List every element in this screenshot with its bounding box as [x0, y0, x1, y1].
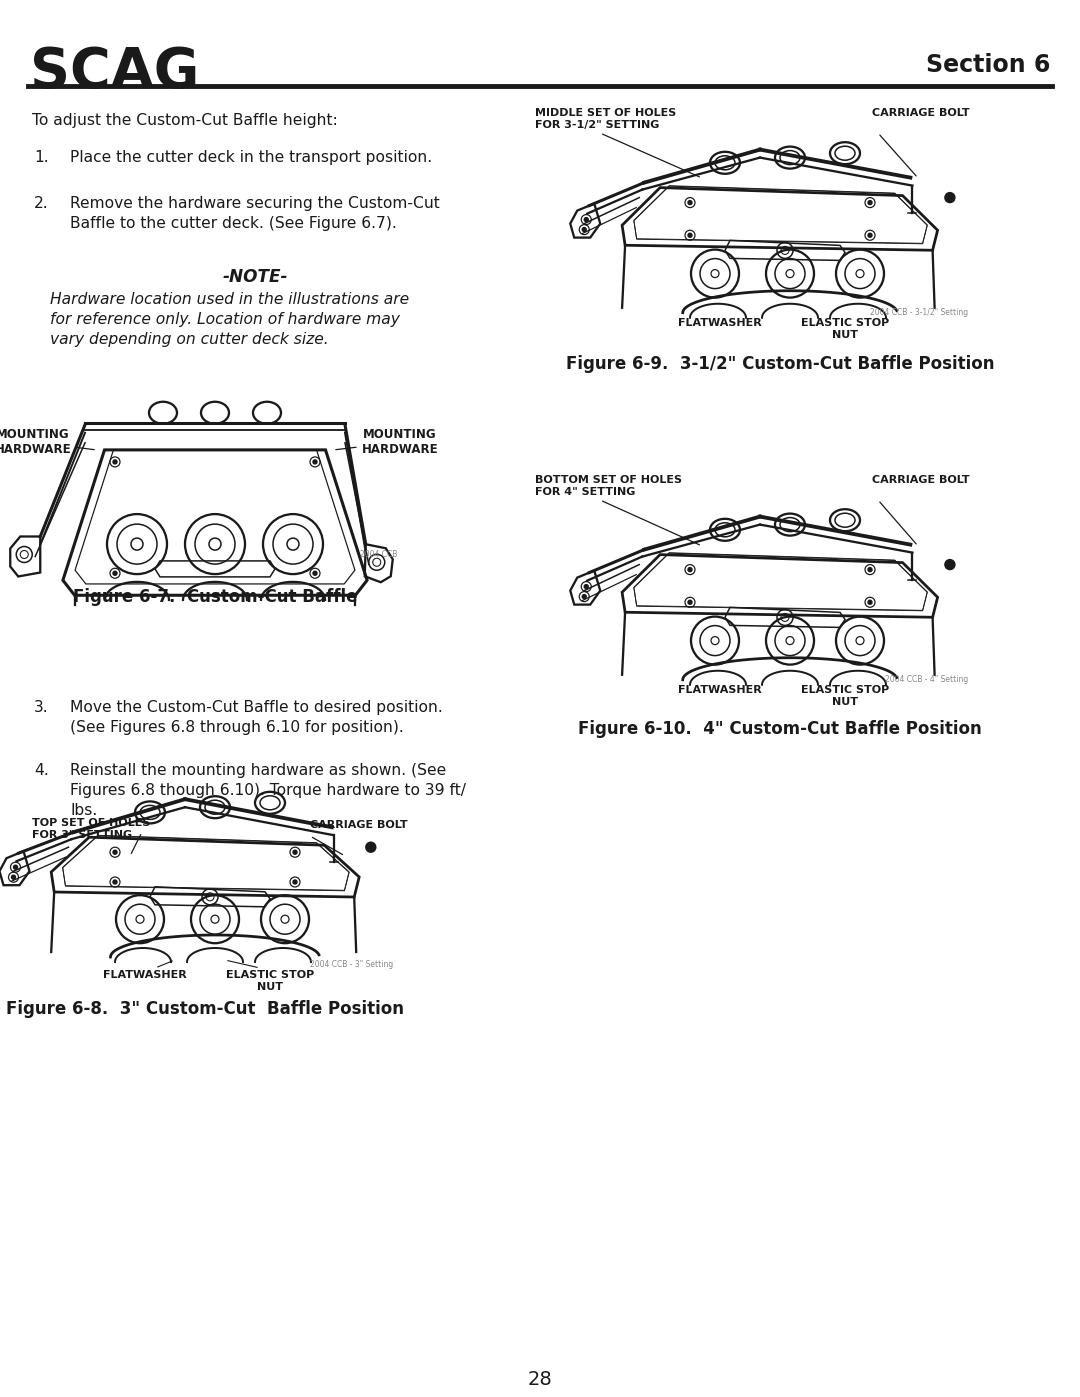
Text: 2004 CCB - 3-1/2" Setting: 2004 CCB - 3-1/2" Setting [869, 307, 968, 317]
Text: Figures 6.8 though 6.10). Torque hardware to 39 ft/: Figures 6.8 though 6.10). Torque hardwar… [70, 782, 465, 798]
Text: FLATWASHER: FLATWASHER [103, 970, 187, 981]
Text: 2004 CCB - 4" Setting: 2004 CCB - 4" Setting [885, 675, 968, 685]
Circle shape [584, 584, 589, 588]
Text: Move the Custom-Cut Baffle to desired position.: Move the Custom-Cut Baffle to desired po… [70, 700, 443, 715]
Text: TOP SET OF HOLES
FOR 3" SETTING: TOP SET OF HOLES FOR 3" SETTING [32, 819, 150, 840]
Text: 2.: 2. [33, 196, 49, 211]
Circle shape [113, 851, 117, 854]
Text: (See Figures 6.8 through 6.10 for position).: (See Figures 6.8 through 6.10 for positi… [70, 719, 404, 735]
Text: Hardware location used in the illustrations are: Hardware location used in the illustrati… [50, 292, 409, 307]
Text: ELASTIC STOP
NUT: ELASTIC STOP NUT [226, 970, 314, 992]
Circle shape [868, 233, 872, 237]
Text: Figure 6-8.  3" Custom-Cut  Baffle Position: Figure 6-8. 3" Custom-Cut Baffle Positio… [6, 1000, 404, 1018]
Text: CARRIAGE BOLT: CARRIAGE BOLT [310, 820, 407, 830]
Text: 2004 CCB - 3" Setting: 2004 CCB - 3" Setting [310, 960, 393, 970]
Text: Section 6: Section 6 [926, 53, 1050, 77]
Circle shape [582, 228, 586, 232]
Circle shape [582, 595, 586, 598]
Text: for reference only. Location of hardware may: for reference only. Location of hardware… [50, 312, 400, 327]
Circle shape [113, 571, 117, 576]
Circle shape [688, 567, 692, 571]
Text: 3.: 3. [33, 700, 49, 715]
Circle shape [13, 865, 17, 869]
Text: Figure 6-10.  4" Custom-Cut Baffle Position: Figure 6-10. 4" Custom-Cut Baffle Positi… [578, 719, 982, 738]
Text: ELASTIC STOP
NUT: ELASTIC STOP NUT [801, 319, 889, 339]
Text: Figure 6-7.  Custom-Cut Baffle: Figure 6-7. Custom-Cut Baffle [72, 588, 357, 606]
Text: Reinstall the mounting hardware as shown. (See: Reinstall the mounting hardware as shown… [70, 763, 446, 778]
Text: 28: 28 [528, 1370, 552, 1389]
Text: MIDDLE SET OF HOLES
FOR 3-1/2" SETTING: MIDDLE SET OF HOLES FOR 3-1/2" SETTING [535, 108, 676, 130]
Circle shape [293, 880, 297, 884]
Text: To adjust the Custom-Cut Baffle height:: To adjust the Custom-Cut Baffle height: [32, 113, 338, 129]
Text: MOUNTING
HARDWARE: MOUNTING HARDWARE [336, 427, 438, 455]
Circle shape [868, 201, 872, 204]
Text: SCAG: SCAG [30, 45, 200, 99]
Circle shape [868, 601, 872, 605]
Text: ELASTIC STOP
NUT: ELASTIC STOP NUT [801, 685, 889, 707]
Circle shape [313, 460, 318, 464]
Text: BOTTOM SET OF HOLES
FOR 4" SETTING: BOTTOM SET OF HOLES FOR 4" SETTING [535, 475, 681, 496]
Text: CARRIAGE BOLT: CARRIAGE BOLT [872, 108, 970, 117]
Circle shape [584, 218, 589, 222]
Circle shape [313, 571, 318, 576]
Text: 2004 CCB: 2004 CCB [360, 550, 397, 559]
Text: Place the cutter deck in the transport position.: Place the cutter deck in the transport p… [70, 149, 432, 165]
Text: -NOTE-: -NOTE- [222, 268, 287, 286]
Circle shape [688, 201, 692, 204]
Text: 4.: 4. [33, 763, 49, 778]
Text: Baffle to the cutter deck. (See Figure 6.7).: Baffle to the cutter deck. (See Figure 6… [70, 217, 396, 231]
Circle shape [113, 880, 117, 884]
Circle shape [868, 567, 872, 571]
Circle shape [945, 560, 955, 570]
Text: 1.: 1. [33, 149, 49, 165]
Text: FLATWASHER: FLATWASHER [678, 685, 761, 694]
Circle shape [12, 875, 15, 879]
Circle shape [293, 851, 297, 854]
Circle shape [366, 842, 376, 852]
Text: CARRIAGE BOLT: CARRIAGE BOLT [872, 475, 970, 485]
Text: Remove the hardware securing the Custom-Cut: Remove the hardware securing the Custom-… [70, 196, 440, 211]
Circle shape [945, 193, 955, 203]
Text: MOUNTING
HARDWARE: MOUNTING HARDWARE [0, 427, 94, 455]
Circle shape [688, 601, 692, 605]
Text: vary depending on cutter deck size.: vary depending on cutter deck size. [50, 332, 328, 346]
Text: Figure 6-9.  3-1/2" Custom-Cut Baffle Position: Figure 6-9. 3-1/2" Custom-Cut Baffle Pos… [566, 355, 995, 373]
Text: lbs.: lbs. [70, 803, 97, 819]
Circle shape [688, 233, 692, 237]
Text: FLATWASHER: FLATWASHER [678, 319, 761, 328]
Circle shape [113, 460, 117, 464]
